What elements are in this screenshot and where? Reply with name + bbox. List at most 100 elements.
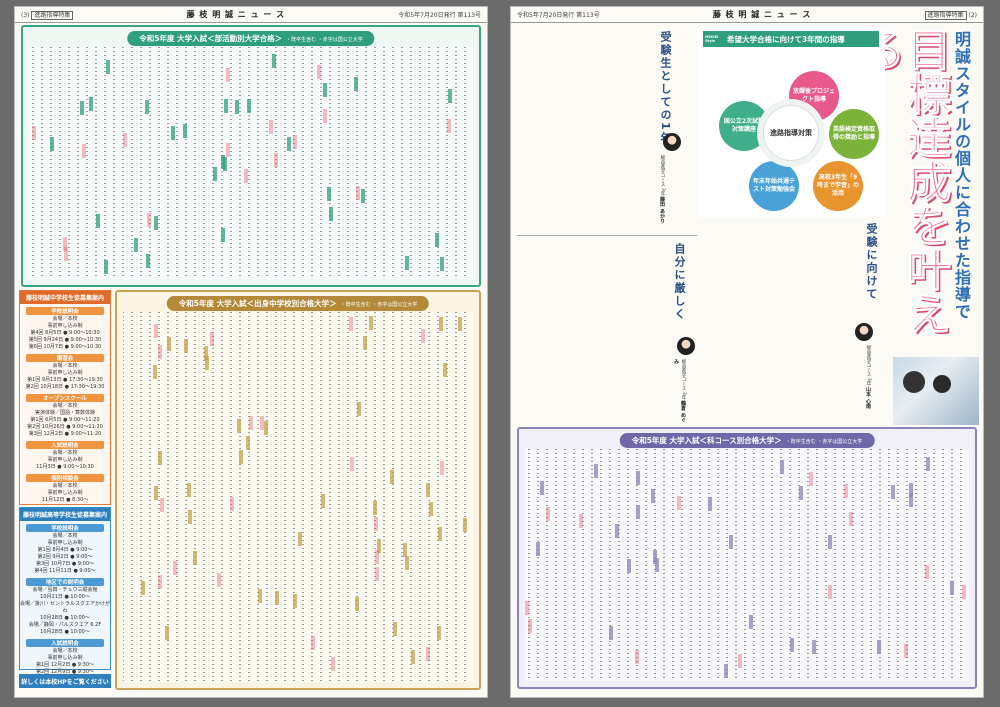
- label-mark: [153, 323, 158, 338]
- label-mark: [827, 584, 832, 599]
- hs-recruit-panel: 藤枝明誠高等学校生徒募集案内 学校説明会 会場／本校 事前申し込み制 第1回 8月4日…: [19, 507, 111, 682]
- label-mark: [950, 580, 955, 595]
- label-mark: [393, 621, 398, 636]
- label-mark: [153, 365, 158, 380]
- label-mark: [653, 549, 658, 564]
- label-mark: [535, 541, 540, 556]
- label-mark: [245, 436, 250, 451]
- label-mark: [224, 98, 229, 113]
- website-cta[interactable]: 詳しくは本校HPをご覧ください: [19, 674, 111, 688]
- event-line: 事前申し込み制: [47, 655, 83, 661]
- course-results-box: 令和5年度 大学入試＜科コース別合格大学＞ ・既卒生含む ・赤字は国公立大学: [517, 427, 977, 689]
- label-mark: [229, 496, 234, 511]
- label-mark: [439, 460, 444, 475]
- label-mark: [368, 315, 373, 330]
- event-line: 実演体験／国語・算数体験: [34, 410, 95, 416]
- label-mark: [292, 594, 297, 609]
- label-mark: [88, 96, 93, 111]
- club-results-box: 令和5年度 大学入試＜部活動別大学合格＞ ・既卒生含む ・赤字は国公立大学: [21, 25, 481, 287]
- label-mark: [462, 518, 467, 533]
- label-mark: [827, 534, 832, 549]
- label-mark: [217, 573, 222, 588]
- label-mark: [263, 420, 268, 435]
- label-mark: [420, 329, 425, 344]
- feature-headline: 明誠スタイルの個人に合わせた指導で 目標達成を叶える: [853, 25, 979, 355]
- event-line: 10月21日 ● 10:00〜: [40, 594, 90, 600]
- label-mark: [442, 362, 447, 377]
- event-line: 第4回 11月11日 ● 9:00〜: [34, 568, 96, 574]
- label-mark: [226, 68, 231, 83]
- label-mark: [609, 625, 614, 640]
- article-heading: 受験生としての1年: [659, 31, 672, 145]
- label-mark: [779, 460, 784, 475]
- event-line: 第5回 9月24日 ● 9:00〜10:30: [28, 337, 102, 343]
- label-mark: [438, 317, 443, 332]
- left-header: (3) 進路指導特集 藤 枝 明 誠 ニ ュ ー ス 令和5年7月20日発行 第…: [15, 7, 487, 23]
- label-mark: [226, 143, 231, 157]
- right-page: 令和5年7月20日発行 第113号 藤 枝 明 誠 ニ ュ ー ス 進路指導特集…: [510, 6, 984, 698]
- event-line: 第6回 10月7日 ● 9:00〜10:30: [28, 344, 102, 350]
- masthead: 藤 枝 明 誠 ニ ュ ー ス: [712, 9, 812, 19]
- label-mark: [373, 500, 378, 515]
- label-mark: [268, 119, 273, 134]
- label-mark: [374, 550, 379, 565]
- label-mark: [145, 253, 150, 268]
- label-mark: [329, 206, 334, 221]
- jhs-recruit-panel: 藤枝明誠中学校生徒募集案内 学校説明会 会場／本校 事前申し込み制 第4回 8月5日 …: [19, 290, 111, 505]
- label-mark: [546, 507, 551, 522]
- label-mark: [144, 99, 149, 114]
- label-mark: [403, 543, 408, 558]
- label-mark: [147, 213, 152, 228]
- label-mark: [708, 496, 713, 511]
- label-mark: [153, 485, 158, 500]
- label-mark: [377, 539, 382, 554]
- label-mark: [187, 483, 192, 498]
- label-mark: [293, 134, 298, 149]
- label-mark: [310, 635, 315, 650]
- event-line: 第1回 8月4日 ● 9:00〜: [37, 547, 93, 553]
- label-mark: [527, 618, 532, 633]
- event-heading: 入試説明会: [26, 441, 104, 449]
- label-mark: [354, 597, 359, 612]
- label-mark: [81, 144, 86, 159]
- label-mark: [425, 647, 430, 661]
- diagram-item: 年末年始共通テスト対策勉強会: [749, 161, 799, 211]
- label-mark: [434, 233, 439, 248]
- section-tag: 進路指導特集: [31, 11, 74, 20]
- label-mark: [106, 59, 111, 74]
- masthead: 藤 枝 明 誠 ニ ュ ー ス: [186, 9, 286, 19]
- label-mark: [354, 77, 359, 92]
- student-portrait: [663, 133, 681, 151]
- label-mark: [274, 590, 279, 605]
- label-mark: [724, 664, 729, 679]
- label-mark: [220, 155, 225, 170]
- label-mark: [924, 565, 929, 580]
- label-mark: [909, 492, 914, 507]
- event-heading: 入試説明会: [26, 639, 104, 647]
- label-mark: [539, 480, 544, 495]
- issue-info: 令和5年7月20日発行 第113号: [398, 12, 481, 19]
- school-results-title: 令和5年度 大学入試＜出身中学校別合格大学＞ ・既卒生含む ・赤字は国公立大学: [166, 296, 430, 311]
- label-mark: [578, 513, 583, 528]
- label-mark: [812, 639, 817, 654]
- event-line: 第2回 10月26日 ● 9:00〜11:20: [27, 424, 103, 430]
- label-mark: [737, 654, 742, 669]
- label-mark: [593, 464, 598, 479]
- event-line: 会場／本校: [52, 483, 78, 489]
- label-mark: [331, 657, 336, 672]
- event-line: 事前申し込み制: [47, 540, 83, 546]
- label-mark: [159, 497, 164, 512]
- article-text: [701, 221, 861, 421]
- label-mark: [373, 516, 378, 531]
- label-mark: [204, 346, 209, 361]
- label-mark: [925, 456, 930, 471]
- label-mark: [249, 415, 254, 430]
- label-mark: [32, 125, 37, 140]
- label-mark: [271, 54, 276, 69]
- school-results-box: 令和5年度 大学入試＜出身中学校別合格大学＞ ・既卒生含む ・赤字は国公立大学: [115, 290, 481, 690]
- event-line: 会場／本校: [52, 316, 78, 322]
- event-line: 会場／島田・チュウ三縦会館: [32, 587, 98, 593]
- label-mark: [627, 559, 632, 574]
- label-mark: [361, 188, 366, 203]
- event-line: 事前申し込み制: [47, 323, 83, 329]
